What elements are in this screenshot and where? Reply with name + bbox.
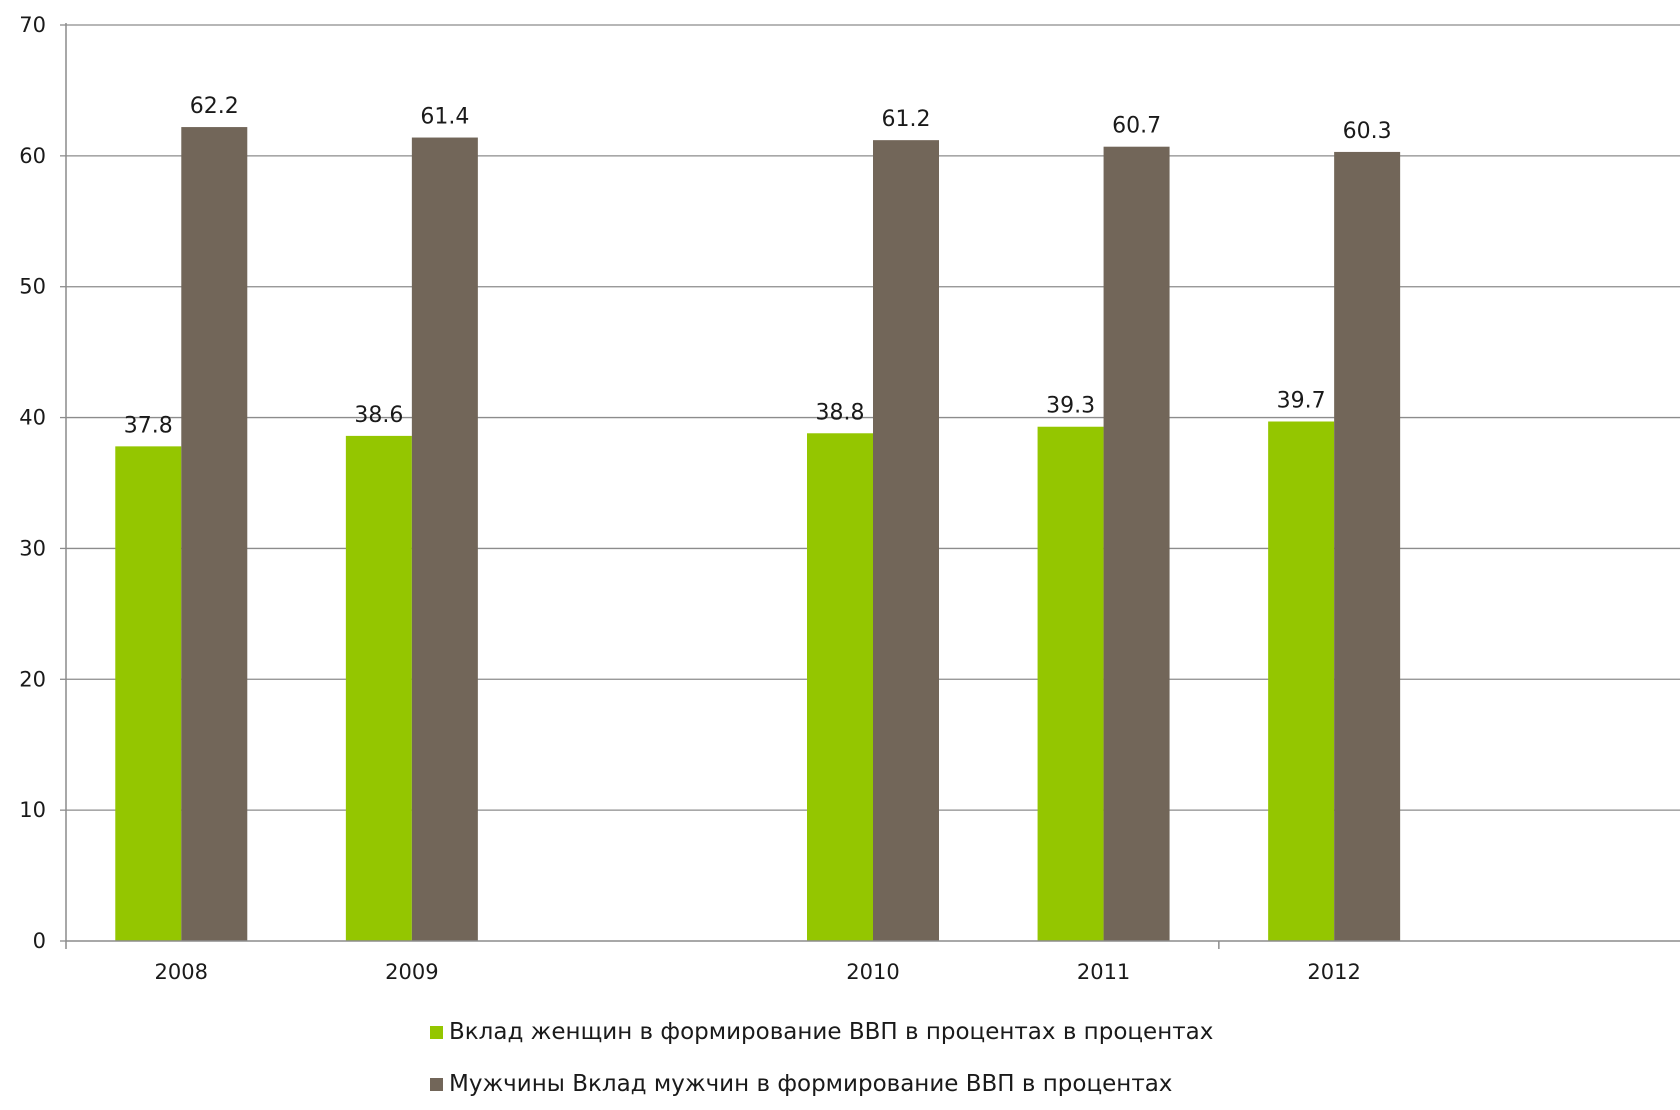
y-tick-label: 40 [19, 406, 46, 430]
data-label: 62.2 [190, 94, 239, 119]
data-label: 61.2 [882, 107, 931, 132]
data-label: 38.8 [816, 400, 865, 425]
data-label: 38.6 [354, 403, 403, 428]
y-tick-label: 10 [19, 798, 46, 822]
legend-item-women: Вклад женщин в формирование ВВП в процен… [430, 1006, 1213, 1058]
x-tick-label: 2008 [155, 960, 208, 984]
y-axis-ticks: 0 10 20 30 40 50 60 70 [19, 13, 66, 953]
bars [115, 127, 1401, 942]
y-tick-label: 60 [19, 144, 46, 168]
bar-chart: 0 10 20 30 40 50 60 70 37.8 62.2 38.6 61.4 38.8 61.2… [19, 13, 1680, 984]
x-tick-label: 2012 [1307, 960, 1360, 984]
legend-label-women: Вклад женщин в формирование ВВП в процен… [449, 1019, 1214, 1045]
bar [807, 433, 873, 941]
axes [65, 23, 1680, 949]
data-label: 61.4 [420, 105, 469, 130]
x-axis-ticks: 2008 2009 2010 2011 2012 [155, 960, 1361, 984]
legend-item-men: Мужчины Вклад мужчин в формирование ВВП … [430, 1058, 1213, 1110]
data-label: 60.3 [1343, 119, 1392, 144]
bar [1103, 146, 1170, 941]
y-tick-label: 0 [33, 929, 46, 953]
x-tick-label: 2011 [1077, 960, 1130, 984]
y-tick-label: 30 [19, 536, 46, 560]
bar [873, 140, 939, 941]
bar [115, 446, 182, 941]
bar [181, 127, 248, 941]
y-tick-label: 70 [19, 13, 46, 37]
data-label: 39.7 [1277, 388, 1326, 413]
y-tick-label: 20 [19, 667, 46, 691]
bar [411, 137, 478, 942]
x-tick-label: 2010 [846, 960, 899, 984]
data-labels: 37.8 62.2 38.6 61.4 38.8 61.2 39.3 60.7 39.7 60.3 [124, 94, 1392, 438]
data-label: 60.7 [1112, 114, 1161, 139]
data-label: 37.8 [124, 413, 173, 438]
bar [1268, 421, 1335, 941]
y-tick-label: 50 [19, 275, 46, 299]
bar [1334, 151, 1401, 942]
bar [1037, 426, 1104, 941]
bar [345, 435, 412, 941]
legend: Вклад женщин в формирование ВВП в процен… [430, 1006, 1213, 1110]
legend-label-men: Мужчины Вклад мужчин в формирование ВВП … [449, 1071, 1173, 1097]
legend-swatch-men [430, 1077, 443, 1091]
legend-swatch-women [430, 1025, 443, 1039]
x-tick-label: 2009 [385, 960, 438, 984]
data-label: 39.3 [1046, 394, 1095, 419]
